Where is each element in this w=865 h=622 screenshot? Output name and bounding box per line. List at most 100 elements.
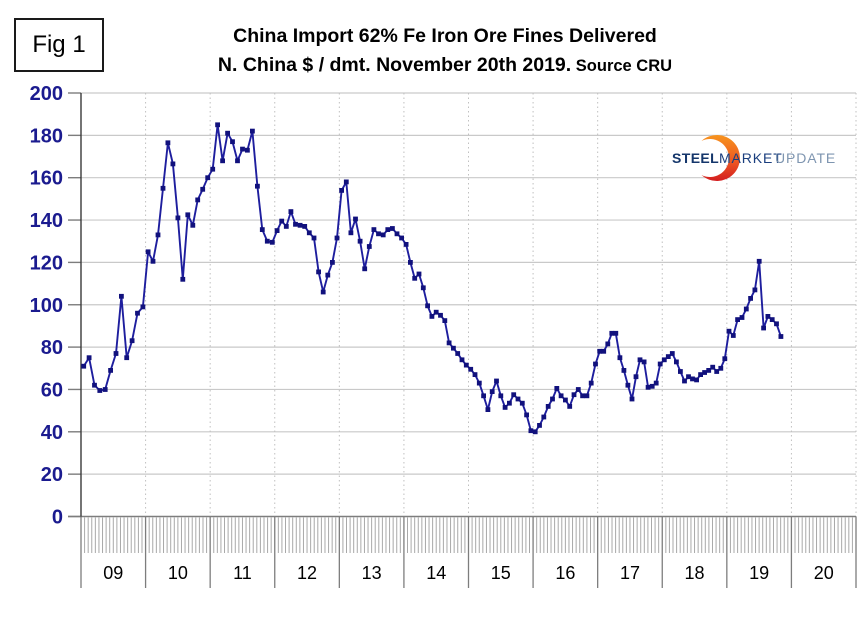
data-point-marker bbox=[200, 186, 206, 192]
x-axis-year-label: 14 bbox=[426, 563, 446, 583]
data-point-marker bbox=[283, 224, 289, 229]
y-axis-label: 80 bbox=[41, 337, 63, 359]
data-point-marker bbox=[748, 296, 753, 301]
data-point-marker bbox=[394, 231, 400, 237]
title-line-1: China Import 62% Fe Iron Ore Fines Deliv… bbox=[233, 25, 657, 47]
data-point-marker bbox=[165, 140, 171, 146]
figure-label: Fig 1 bbox=[32, 31, 86, 58]
data-point-marker bbox=[588, 380, 594, 386]
data-point-marker bbox=[706, 368, 712, 373]
data-point-marker bbox=[81, 363, 87, 369]
price-markers bbox=[81, 122, 784, 435]
data-point-marker bbox=[210, 166, 216, 172]
data-point-marker bbox=[649, 383, 655, 389]
data-point-marker bbox=[597, 348, 603, 354]
data-point-marker bbox=[459, 357, 465, 363]
data-point-marker bbox=[220, 158, 225, 164]
data-point-marker bbox=[325, 272, 331, 278]
data-point-marker bbox=[550, 396, 555, 402]
data-point-marker bbox=[601, 348, 607, 354]
data-point-marker bbox=[297, 222, 303, 228]
data-point-marker bbox=[468, 366, 474, 372]
data-point-marker bbox=[756, 258, 762, 264]
data-point-marker bbox=[97, 388, 103, 393]
data-point-marker bbox=[339, 188, 344, 193]
x-axis-year-label: 15 bbox=[491, 563, 511, 583]
data-point-marker bbox=[678, 369, 683, 374]
data-point-marker bbox=[264, 238, 270, 244]
year-separators bbox=[80, 516, 857, 588]
title-source-note: Source CRU bbox=[571, 57, 673, 75]
y-axis-labels: 0 20 40 60 80 100 120 140 160 180 200 bbox=[30, 83, 63, 529]
data-point-marker bbox=[353, 216, 358, 222]
logo-text-market: MARKET bbox=[719, 150, 783, 166]
data-point-marker bbox=[446, 340, 452, 346]
data-point-marker bbox=[735, 317, 740, 322]
data-point-marker bbox=[235, 158, 240, 164]
data-point-marker bbox=[255, 183, 260, 189]
y-axis-label: 20 bbox=[41, 464, 63, 486]
data-point-marker bbox=[357, 238, 363, 244]
data-point-marker bbox=[702, 370, 707, 375]
y-axis-ticks bbox=[68, 92, 81, 518]
y-axis-label: 0 bbox=[52, 507, 63, 529]
data-point-marker bbox=[621, 368, 627, 373]
y-axis-label: 200 bbox=[30, 83, 63, 105]
data-point-marker bbox=[485, 407, 491, 412]
data-point-marker bbox=[371, 227, 377, 232]
data-point-marker bbox=[420, 285, 426, 291]
data-point-marker bbox=[507, 400, 512, 406]
data-point-marker bbox=[641, 359, 647, 365]
data-point-marker bbox=[563, 397, 568, 403]
data-point-marker bbox=[730, 333, 736, 338]
data-point-marker bbox=[380, 232, 386, 238]
data-point-marker bbox=[653, 380, 659, 386]
data-point-marker bbox=[348, 230, 354, 236]
data-point-marker bbox=[714, 369, 720, 374]
data-point-marker bbox=[710, 364, 716, 370]
data-point-marker bbox=[605, 341, 611, 347]
data-point-marker bbox=[629, 396, 635, 402]
data-point-marker bbox=[362, 266, 368, 272]
data-point-marker bbox=[752, 287, 758, 293]
data-point-marker bbox=[502, 405, 508, 410]
data-point-marker bbox=[279, 218, 285, 224]
year-boundary-gridlines bbox=[145, 93, 857, 517]
title-line-2-main: N. China $ / dmt. November 20th 2019. bbox=[217, 54, 572, 76]
data-point-marker bbox=[726, 328, 732, 334]
x-axis-year-label: 10 bbox=[168, 563, 188, 583]
data-point-marker bbox=[567, 404, 573, 409]
data-point-marker bbox=[385, 227, 391, 232]
data-point-marker bbox=[761, 325, 766, 331]
data-point-marker bbox=[311, 235, 317, 241]
data-point-marker bbox=[86, 355, 92, 361]
data-point-marker bbox=[489, 389, 495, 394]
data-point-marker bbox=[645, 384, 651, 390]
data-point-marker bbox=[92, 382, 97, 388]
data-point-marker bbox=[580, 393, 585, 399]
data-point-marker bbox=[366, 244, 372, 249]
data-point-marker bbox=[155, 232, 161, 238]
data-point-marker bbox=[722, 356, 728, 362]
x-axis-year-label: 12 bbox=[297, 563, 317, 583]
y-axis-label: 120 bbox=[30, 252, 63, 274]
data-point-marker bbox=[637, 357, 643, 363]
data-point-marker bbox=[617, 355, 623, 361]
data-point-marker bbox=[145, 249, 151, 255]
steel-market-update-logo: STEEL MARKET UPDATE bbox=[672, 135, 835, 181]
data-point-marker bbox=[399, 235, 404, 241]
data-point-marker bbox=[293, 221, 298, 227]
data-point-marker bbox=[390, 226, 395, 231]
data-point-marker bbox=[185, 212, 191, 218]
data-point-marker bbox=[743, 306, 749, 312]
data-point-marker bbox=[240, 146, 245, 152]
data-point-marker bbox=[160, 185, 166, 191]
data-point-marker bbox=[102, 387, 108, 392]
data-point-marker bbox=[515, 396, 521, 402]
data-point-marker bbox=[113, 351, 119, 356]
data-point-marker bbox=[778, 334, 784, 339]
data-point-marker bbox=[302, 224, 308, 229]
data-point-marker bbox=[669, 351, 675, 356]
x-axis-year-label: 18 bbox=[685, 563, 705, 583]
data-point-marker bbox=[416, 271, 422, 277]
